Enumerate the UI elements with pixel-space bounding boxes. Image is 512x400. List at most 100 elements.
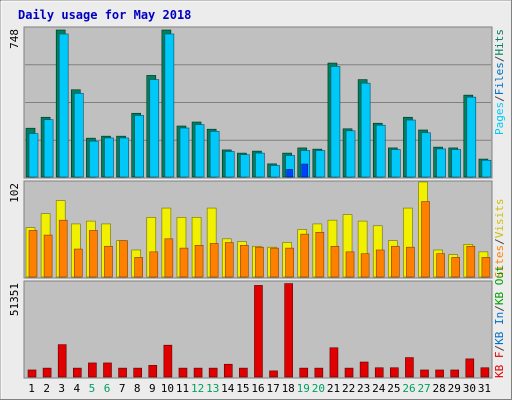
sites-bar-day-12 xyxy=(194,245,204,278)
x-label-day-10: 10 xyxy=(161,382,174,395)
legend-sites: Sites xyxy=(493,245,506,278)
x-label-day-13: 13 xyxy=(206,382,219,395)
files-bar-day-6 xyxy=(104,137,114,178)
files-bar-day-1 xyxy=(28,133,39,178)
kbf-bar-day-8 xyxy=(133,367,142,378)
x-label-day-9: 9 xyxy=(149,382,156,395)
files-bar-day-14 xyxy=(224,151,235,178)
sites-bar-day-18 xyxy=(285,247,294,278)
kbf-bar-day-19 xyxy=(299,367,309,378)
x-label-day-29: 29 xyxy=(448,382,461,395)
sites-bar-day-5 xyxy=(89,230,98,278)
bars-layer xyxy=(25,29,492,378)
x-label-day-27: 27 xyxy=(417,382,430,395)
legend-middle: Sites/Visits xyxy=(493,199,506,279)
kbf-bar-day-29 xyxy=(450,369,460,378)
legend-files: Files xyxy=(493,62,506,95)
x-label-day-5: 5 xyxy=(89,382,96,395)
kbf-bar-day-17 xyxy=(269,370,278,378)
kbf-bar-day-2 xyxy=(42,367,52,378)
kbf-bar-day-7 xyxy=(118,367,127,378)
sites-bar-day-14 xyxy=(224,242,234,278)
files-bar-day-23 xyxy=(360,82,371,178)
sites-bar-day-9 xyxy=(149,251,159,278)
x-label-day-18: 18 xyxy=(282,382,295,395)
sites-bar-day-1 xyxy=(28,230,38,278)
x-label-day-24: 24 xyxy=(372,382,386,395)
files-bar-day-22 xyxy=(345,130,356,178)
y-tick-bottom: 51351 xyxy=(8,283,21,316)
files-bar-day-15 xyxy=(240,154,250,178)
kbf-bar-day-18 xyxy=(284,283,293,378)
kbf-bar-day-1 xyxy=(27,369,37,378)
sites-bar-day-6 xyxy=(104,245,113,278)
kbf-bar-day-11 xyxy=(178,367,188,378)
sites-bar-day-26 xyxy=(406,246,415,278)
pages-bar-day-18 xyxy=(286,169,293,178)
x-label-day-15: 15 xyxy=(236,382,249,395)
sites-bar-day-2 xyxy=(43,234,53,278)
x-label-day-31: 31 xyxy=(478,382,491,395)
sites-bar-day-21 xyxy=(330,245,340,278)
x-label-day-17: 17 xyxy=(266,382,279,395)
x-label-day-23: 23 xyxy=(357,382,370,395)
y-tick-middle: 102 xyxy=(8,183,21,203)
kbf-bar-day-27 xyxy=(420,369,429,378)
kbf-bar-day-21 xyxy=(329,347,339,378)
kbf-bar-day-15 xyxy=(239,367,248,378)
files-bar-day-16 xyxy=(255,152,265,178)
sites-bar-day-20 xyxy=(315,231,325,278)
sites-bar-day-17 xyxy=(270,247,279,278)
kbf-bar-day-4 xyxy=(72,367,82,378)
x-label-day-20: 20 xyxy=(312,382,325,395)
legend-kbin: KB In xyxy=(493,312,506,345)
x-label-day-11: 11 xyxy=(176,382,189,395)
sites-bar-day-28 xyxy=(436,253,445,278)
files-bar-day-2 xyxy=(43,119,54,178)
legend-hits: Hits xyxy=(493,29,506,56)
kbf-bar-day-16 xyxy=(254,285,263,378)
files-bar-day-11 xyxy=(179,127,190,178)
legend-sep-3: / xyxy=(493,238,506,245)
x-label-day-21: 21 xyxy=(327,382,340,395)
sites-bar-day-4 xyxy=(73,248,83,278)
sites-bar-day-15 xyxy=(240,245,249,278)
sites-bar-day-24 xyxy=(375,249,385,278)
files-bar-day-7 xyxy=(119,137,129,178)
files-bar-day-25 xyxy=(391,149,401,178)
x-label-day-12: 12 xyxy=(191,382,204,395)
sites-bar-day-3 xyxy=(58,219,68,278)
sites-bar-day-8 xyxy=(134,257,143,278)
files-bar-day-30 xyxy=(466,96,477,178)
x-label-day-3: 3 xyxy=(58,382,65,395)
x-label-day-6: 6 xyxy=(104,382,111,395)
sites-bar-day-27 xyxy=(421,201,430,278)
legend-kbf: KB F xyxy=(493,352,506,379)
kbf-bar-day-22 xyxy=(344,367,354,378)
x-label-day-2: 2 xyxy=(43,382,50,395)
legend-top: Pages/Files/Hits xyxy=(493,29,506,135)
files-bar-day-31 xyxy=(481,159,492,178)
files-bar-day-3 xyxy=(58,33,69,178)
kbf-bar-day-13 xyxy=(208,367,218,378)
kbf-bar-day-23 xyxy=(359,361,369,378)
sites-bar-day-25 xyxy=(391,245,400,278)
kbf-bar-day-6 xyxy=(103,362,112,378)
files-bar-day-13 xyxy=(209,131,220,178)
kbf-bar-day-5 xyxy=(88,362,97,378)
sites-bar-day-13 xyxy=(209,243,219,278)
kbf-bar-day-28 xyxy=(435,369,444,378)
kbf-bar-day-3 xyxy=(57,344,67,378)
sites-bar-day-23 xyxy=(360,253,370,278)
x-label-day-19: 19 xyxy=(297,382,310,395)
kbf-bar-day-24 xyxy=(374,367,384,378)
files-bar-day-9 xyxy=(149,79,160,178)
x-label-day-7: 7 xyxy=(119,382,126,395)
kbf-bar-day-26 xyxy=(405,357,414,378)
x-label-day-8: 8 xyxy=(134,382,141,395)
kbf-bar-day-12 xyxy=(193,367,203,378)
sites-bar-day-29 xyxy=(451,257,461,278)
x-label-day-25: 25 xyxy=(387,382,400,395)
